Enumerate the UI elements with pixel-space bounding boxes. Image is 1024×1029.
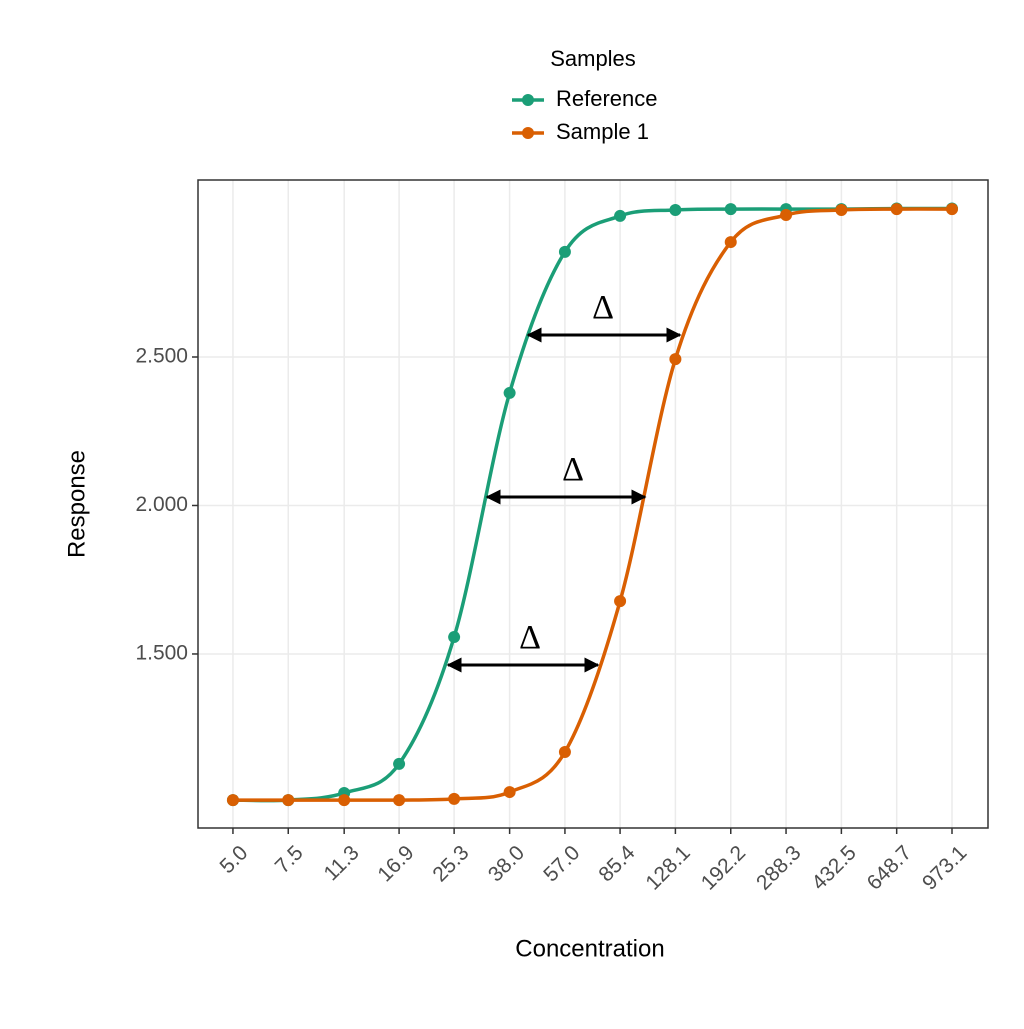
data-point	[835, 203, 848, 216]
legend-swatch	[522, 127, 534, 139]
series-line	[232, 206, 952, 803]
x-axis-title: Concentration	[515, 935, 664, 962]
x-tick-label: 192.2	[697, 841, 750, 894]
y-tick-label: 2.500	[135, 345, 188, 368]
delta-label: Δ	[562, 451, 584, 488]
data-point	[338, 794, 351, 807]
x-tick-label: 25.3	[428, 841, 473, 886]
data-point	[448, 631, 461, 644]
data-point	[503, 386, 516, 399]
legend-label: Sample 1	[556, 119, 649, 144]
legend-label: Reference	[556, 86, 658, 111]
x-tick-label: 38.0	[484, 841, 529, 886]
series-line	[232, 207, 952, 802]
data-point	[724, 203, 737, 216]
data-point	[890, 203, 903, 216]
data-point	[780, 209, 793, 222]
data-point	[669, 353, 682, 366]
data-point	[945, 203, 958, 216]
x-tick-label: 7.5	[271, 841, 308, 878]
x-tick-label: 11.3	[320, 841, 364, 885]
y-tick-label: 2.000	[135, 493, 188, 516]
delta-label: Δ	[592, 289, 614, 326]
x-tick-label: 973.1	[918, 841, 971, 894]
data-point	[558, 745, 571, 758]
data-point	[669, 203, 682, 216]
x-tick-label: 5.0	[215, 841, 252, 878]
data-point	[393, 757, 406, 770]
x-tick-label: 128.1	[641, 841, 694, 894]
x-tick-label: 288.3	[752, 841, 805, 894]
data-point	[558, 245, 571, 258]
legend-swatch	[522, 94, 534, 106]
data-point	[614, 595, 627, 608]
x-tick-label: 85.4	[594, 841, 639, 886]
x-tick-label: 57.0	[539, 841, 584, 886]
plot-panel	[198, 180, 988, 828]
delta-label: Δ	[519, 619, 541, 656]
legend-title: Samples	[550, 46, 636, 71]
x-tick-label: 16.9	[373, 841, 418, 886]
plot-border	[197, 179, 989, 829]
y-tick-label: 1.500	[135, 642, 188, 665]
data-point	[614, 209, 627, 222]
data-point	[503, 786, 516, 799]
data-point	[448, 792, 461, 805]
data-point	[226, 794, 239, 807]
data-point	[393, 794, 406, 807]
data-point	[282, 794, 295, 807]
data-point	[724, 236, 737, 249]
y-axis-title: Response	[63, 450, 90, 558]
x-tick-label: 648.7	[863, 841, 916, 894]
x-tick-label: 432.5	[807, 841, 860, 894]
